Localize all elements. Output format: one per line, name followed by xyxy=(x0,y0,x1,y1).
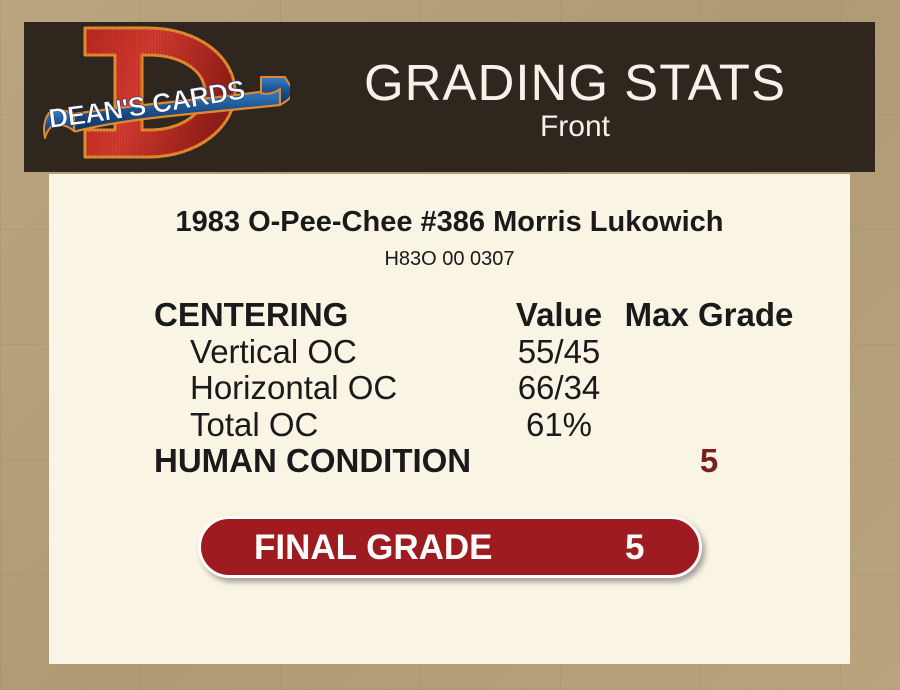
svg-text:DEAN'S CARDS: DEAN'S CARDS xyxy=(47,75,247,134)
